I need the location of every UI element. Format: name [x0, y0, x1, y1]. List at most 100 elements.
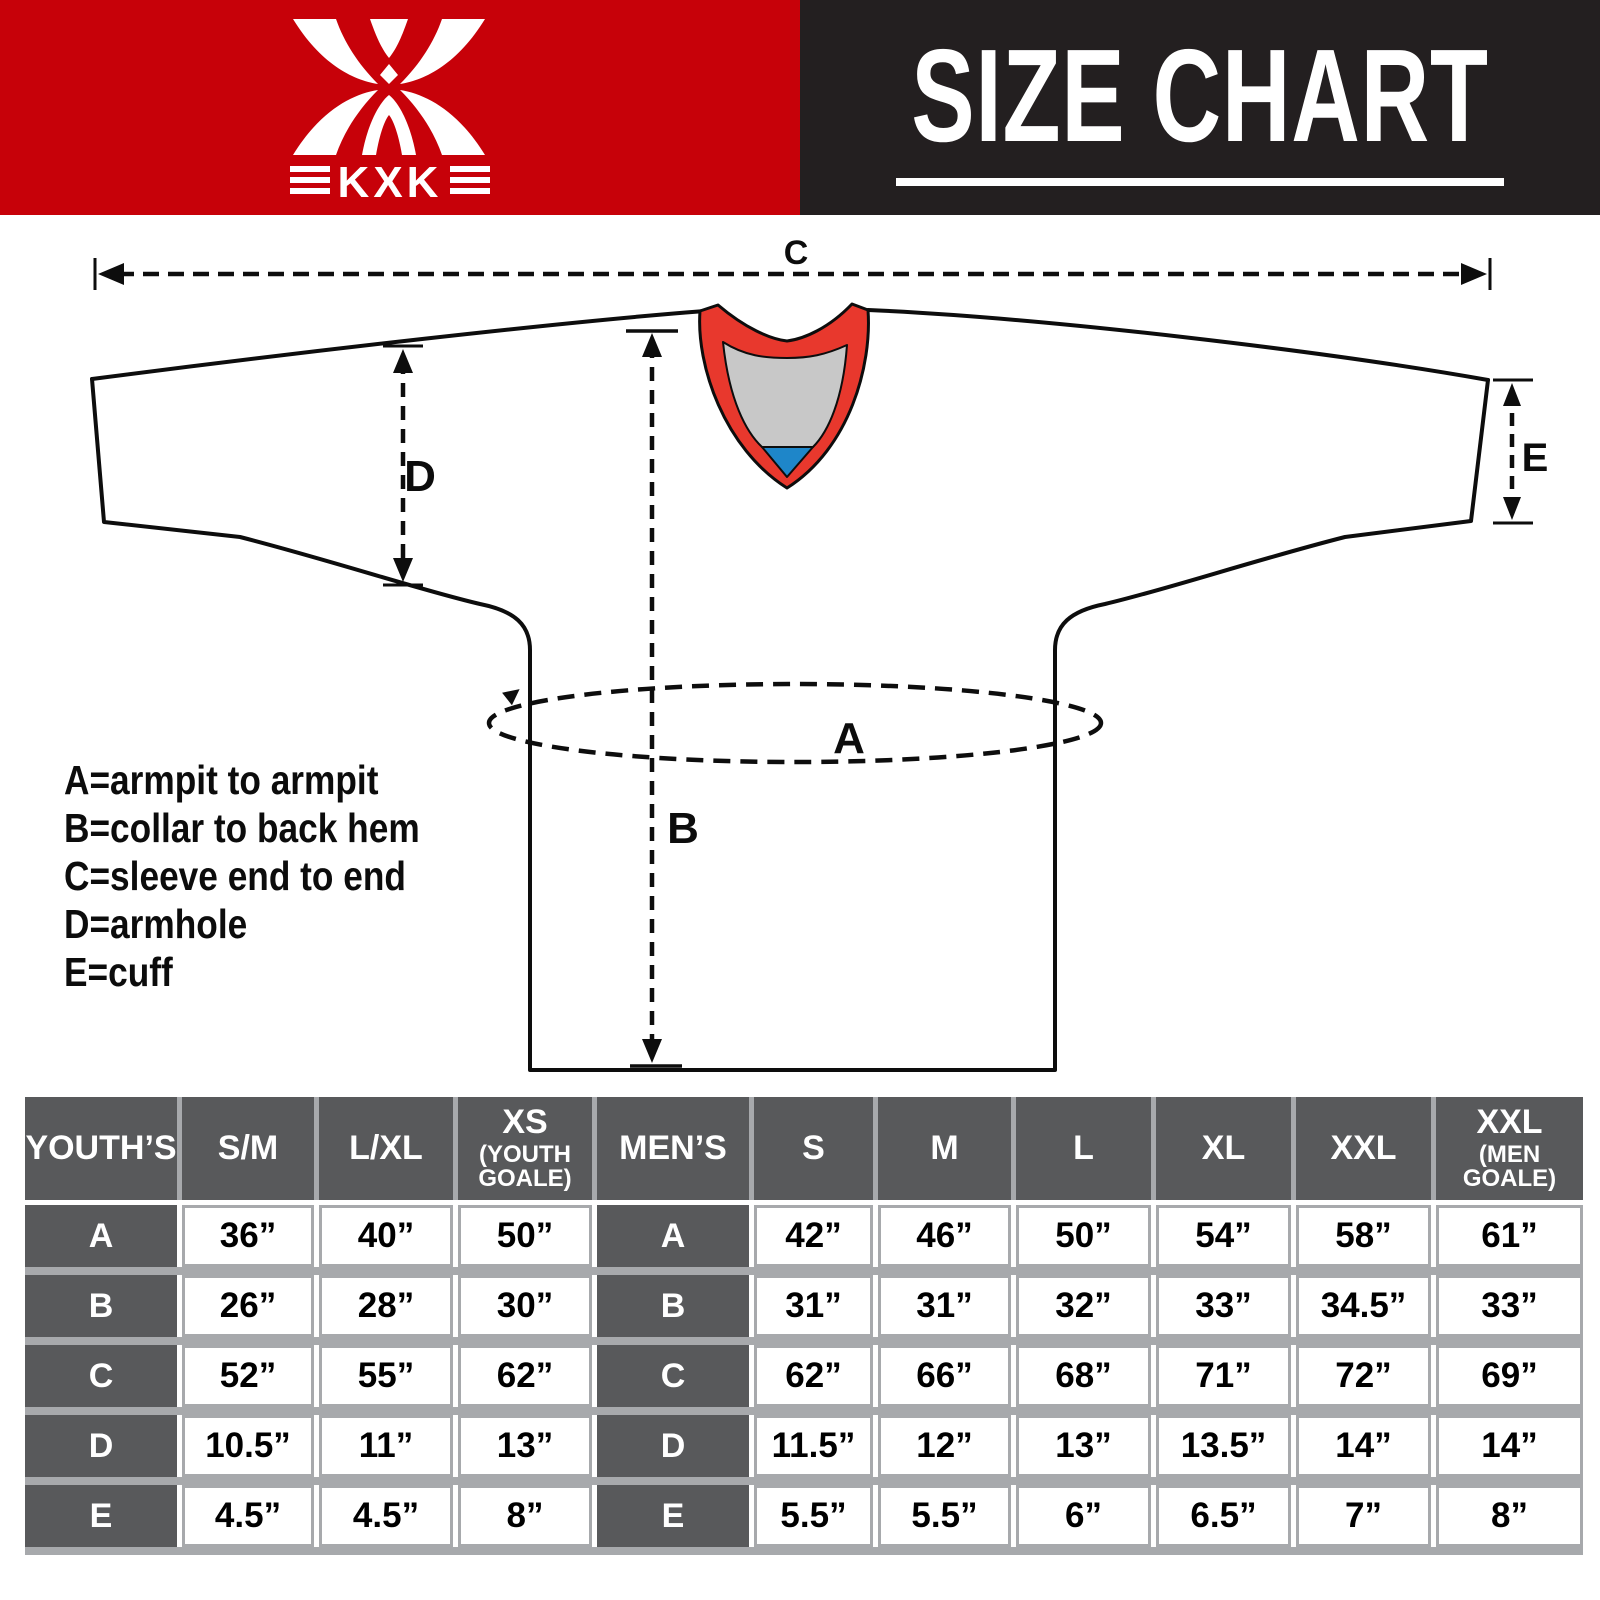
header: KXK SIZE CHART: [0, 0, 1600, 215]
youth-row-label: B: [25, 1275, 177, 1337]
title-underline: [896, 177, 1504, 186]
measure-a: [486, 681, 1104, 765]
table-cell: 42”: [754, 1205, 873, 1267]
youth-col-sm: S/M: [182, 1097, 314, 1200]
table-cell: 62”: [754, 1345, 873, 1407]
label-a: A: [833, 714, 865, 763]
youth-row-label: D: [25, 1415, 177, 1477]
table-cell: 66”: [878, 1345, 1011, 1407]
legend-line-d: D=armhole: [64, 901, 248, 947]
table-cell: 54”: [1156, 1205, 1291, 1267]
table-cell: 13”: [1016, 1415, 1151, 1477]
legend-line-c: C=sleeve end to end: [64, 853, 406, 899]
table-cell: 31”: [754, 1275, 873, 1337]
table-cell: 36”: [182, 1205, 314, 1267]
youth-heading-cell: YOUTH’S: [25, 1097, 177, 1200]
table-cell: 50”: [1016, 1205, 1151, 1267]
measure-d: [383, 344, 423, 587]
table-cell: 72”: [1296, 1345, 1431, 1407]
legend-line-a: A=armpit to armpit: [64, 757, 379, 803]
men-col-l: L: [1016, 1097, 1151, 1200]
men-heading-cell: MEN’S: [597, 1097, 749, 1200]
table-row-a: A 36” 40” 50” A 42” 46” 50” 54” 58” 61”: [25, 1205, 1583, 1267]
table-cell: 6.5”: [1156, 1485, 1291, 1547]
table-row-d: D 10.5” 11” 13” D 11.5” 12” 13” 13.5” 14…: [25, 1415, 1583, 1477]
men-col-xxl: XXL: [1296, 1097, 1431, 1200]
table-cell: 28”: [319, 1275, 453, 1337]
men-row-label: D: [597, 1415, 749, 1477]
label-b: B: [667, 804, 699, 853]
table-cell: 11.5”: [754, 1415, 873, 1477]
legend-line-e: E=cuff: [64, 949, 173, 995]
men-col-xxl-note: (MEN GOALE): [1462, 1140, 1557, 1193]
header-red-panel: KXK: [0, 0, 800, 215]
table-cell: 6”: [1016, 1485, 1151, 1547]
measure-c: [93, 258, 1492, 290]
collar-inner-gray: [722, 341, 848, 448]
table-cell: 11”: [319, 1415, 453, 1477]
table-cell: 34.5”: [1296, 1275, 1431, 1337]
table-cell: 33”: [1156, 1275, 1291, 1337]
table-cell: 7”: [1296, 1485, 1431, 1547]
table-cell: 50”: [458, 1205, 592, 1267]
table-row-c: C 52” 55” 62” C 62” 66” 68” 71” 72” 69”: [25, 1345, 1583, 1407]
table-cell: 14”: [1296, 1415, 1431, 1477]
table-cell: 26”: [182, 1275, 314, 1337]
table-cell: 8”: [458, 1485, 592, 1547]
jersey-outline: [90, 308, 1490, 1072]
table-cell: 12”: [878, 1415, 1011, 1477]
table-cell: 71”: [1156, 1345, 1291, 1407]
table-header-gap: [25, 1200, 1583, 1205]
youth-col-xs-goalie: XS (YOUTH GOALE): [458, 1097, 592, 1200]
table-header-row: YOUTH’S S/M L/XL XS (YOUTH GOALE) MEN’S …: [25, 1097, 1583, 1200]
table-cell: 31”: [878, 1275, 1011, 1337]
table-cell: 10.5”: [182, 1415, 314, 1477]
men-row-label: C: [597, 1345, 749, 1407]
men-col-xl: XL: [1156, 1097, 1291, 1200]
table-cell: 30”: [458, 1275, 592, 1337]
youth-row-label: A: [25, 1205, 177, 1267]
row-separator: [25, 1407, 1583, 1415]
label-d: D: [404, 452, 436, 501]
legend-line-b: B=collar to back hem: [64, 805, 420, 851]
table-cell: 46”: [878, 1205, 1011, 1267]
logo-wordmark: KXK: [338, 158, 443, 202]
label-e: E: [1522, 436, 1549, 480]
table-cell: 14”: [1436, 1415, 1583, 1477]
kxk-logo-icon: KXK: [290, 19, 490, 202]
collar-blue-stripe: [761, 446, 814, 478]
measure-e: [1493, 378, 1533, 525]
row-separator: [25, 1477, 1583, 1485]
youth-row-label: C: [25, 1345, 177, 1407]
table-cell: 8”: [1436, 1485, 1583, 1547]
measurement-legend: A=armpit to armpit B=collar to back hem …: [64, 756, 420, 996]
table-cell: 4.5”: [182, 1485, 314, 1547]
collar: [698, 302, 870, 490]
table-cell: 32”: [1016, 1275, 1151, 1337]
table-row-b: B 26” 28” 30” B 31” 31” 32” 33” 34.5” 33…: [25, 1275, 1583, 1337]
table-cell: 33”: [1436, 1275, 1583, 1337]
youth-row-label: E: [25, 1485, 177, 1547]
table-cell: 58”: [1296, 1205, 1431, 1267]
table-cell: 4.5”: [319, 1485, 453, 1547]
table-cell: 13.5”: [1156, 1415, 1291, 1477]
table-cell: 5.5”: [754, 1485, 873, 1547]
men-col-xxl-goalie: XXL (MEN GOALE): [1436, 1097, 1583, 1200]
youth-col-lxl: L/XL: [319, 1097, 453, 1200]
table-cell: 13”: [458, 1415, 592, 1477]
table-cell: 52”: [182, 1345, 314, 1407]
table-cell: 62”: [458, 1345, 592, 1407]
table-cell: 68”: [1016, 1345, 1151, 1407]
header-black-panel: SIZE CHART: [800, 0, 1600, 215]
men-row-label: E: [597, 1485, 749, 1547]
page-title: SIZE CHART: [911, 21, 1489, 169]
row-separator: [25, 1337, 1583, 1345]
table-cell: 40”: [319, 1205, 453, 1267]
row-separator: [25, 1267, 1583, 1275]
table-cell: 55”: [319, 1345, 453, 1407]
table-bottom-edge: [25, 1547, 1583, 1555]
table-row-e: E 4.5” 4.5” 8” E 5.5” 5.5” 6” 6.5” 7” 8”: [25, 1485, 1583, 1547]
table-cell: 61”: [1436, 1205, 1583, 1267]
measure-b: [626, 329, 682, 1068]
men-row-label: A: [597, 1205, 749, 1267]
